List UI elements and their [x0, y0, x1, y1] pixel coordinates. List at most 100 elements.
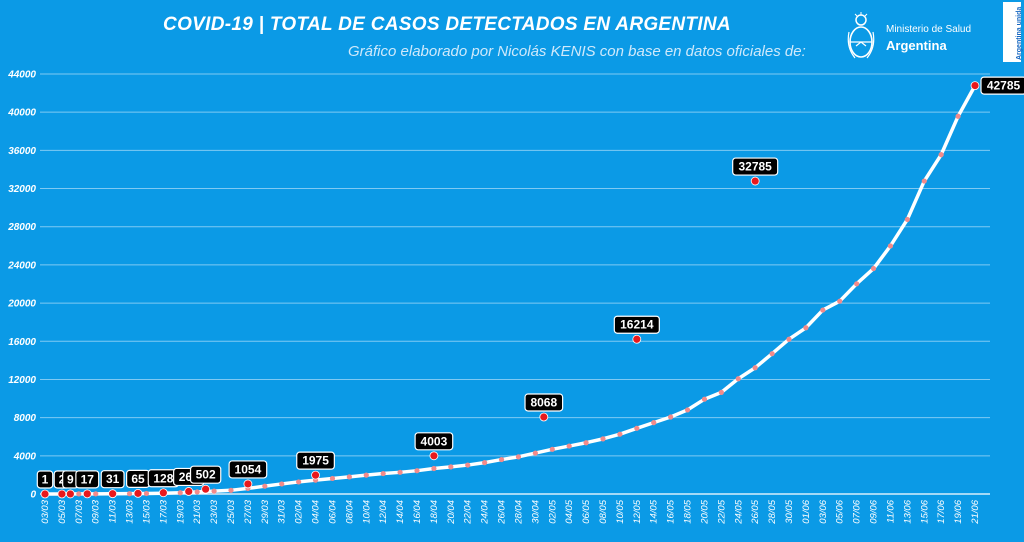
- highlight-marker: [82, 489, 92, 499]
- data-point: [769, 351, 775, 357]
- data-point: [617, 431, 623, 437]
- data-point: [718, 389, 724, 395]
- data-label-box: [980, 76, 1024, 95]
- x-tick-label: 05/06: [835, 499, 846, 523]
- x-tick-label: 24/04: [480, 500, 491, 525]
- data-point: [668, 414, 674, 420]
- highlight-marker: [108, 489, 118, 499]
- x-tick-label: 19/06: [953, 499, 964, 523]
- data-label: 4003: [421, 434, 448, 448]
- x-tick-label: 09/06: [869, 499, 880, 523]
- x-tick-label: 27/03: [243, 499, 254, 524]
- x-tick-label: 30/05: [784, 499, 795, 523]
- series-line: [44, 84, 977, 496]
- data-point: [380, 470, 386, 477]
- data-point: [684, 407, 691, 413]
- data-label: 1: [42, 472, 49, 486]
- x-tick-label: 06/05: [581, 499, 592, 523]
- highlight-marker: [201, 484, 211, 494]
- data-label-box: [296, 451, 335, 470]
- y-tick-label: 44000: [7, 70, 36, 81]
- highlight-marker: [970, 81, 980, 90]
- x-tick-label: 28/04: [513, 500, 524, 525]
- data-label: 502: [196, 468, 216, 482]
- x-tick-label: 17/06: [936, 499, 947, 523]
- data-label: 31: [106, 472, 120, 486]
- x-tick-label: 07/06: [852, 499, 863, 523]
- data-label-box: [75, 470, 100, 489]
- x-tick-label: 14/04: [395, 500, 406, 524]
- data-point: [921, 178, 927, 184]
- data-point: [549, 446, 555, 452]
- coat-of-arms-icon: [847, 12, 875, 59]
- x-tick-label: 11/06: [885, 499, 896, 523]
- x-tick-label: 14/05: [649, 499, 660, 523]
- data-label-box: [189, 465, 222, 484]
- data-point: [532, 450, 538, 456]
- x-tick-label: 07/03: [74, 499, 85, 523]
- x-tick-label: 16/05: [666, 499, 677, 523]
- data-point: [126, 491, 133, 497]
- data-label: 1054: [235, 462, 262, 476]
- ministry-logo: Ministerio de Salud Argentina: [846, 12, 996, 66]
- data-point: [955, 113, 961, 119]
- data-point: [600, 436, 606, 442]
- y-tick-label: 8000: [14, 413, 37, 424]
- data-label: 128: [153, 471, 173, 485]
- data-point: [482, 460, 488, 466]
- data-label-box: [414, 432, 454, 451]
- x-tick-label: 06/04: [327, 500, 338, 524]
- highlight-marker: [133, 488, 143, 498]
- data-point: [786, 336, 792, 342]
- data-label: 8068: [530, 395, 557, 409]
- y-tick-label: 16000: [8, 337, 36, 348]
- x-tick-label: 15/06: [919, 499, 930, 523]
- x-tick-label: 20/05: [699, 499, 710, 524]
- x-tick-label: 19/03: [175, 499, 186, 523]
- y-tick-label: 12000: [8, 375, 36, 386]
- y-tick-label: 28000: [7, 222, 36, 233]
- highlight-marker: [311, 470, 320, 480]
- data-point: [820, 307, 826, 313]
- y-tick-label: 24000: [7, 260, 36, 271]
- x-tick-label: 31/03: [277, 499, 288, 523]
- data-point: [465, 462, 471, 468]
- x-tick-label: 11/03: [108, 499, 119, 523]
- x-tick-label: 21/03: [192, 499, 203, 524]
- data-point: [887, 243, 894, 249]
- x-tick-label: 28/05: [767, 499, 778, 524]
- data-point: [143, 490, 150, 497]
- x-tick-label: 03/03: [40, 499, 51, 523]
- data-point: [363, 472, 369, 478]
- x-tick-label: 08/05: [598, 499, 609, 523]
- data-point: [566, 443, 572, 449]
- x-tick-label: 05/03: [57, 499, 68, 523]
- data-point: [431, 465, 437, 472]
- ministry-name: Ministerio de Salud: [886, 24, 972, 35]
- data-point: [76, 491, 82, 497]
- data-label: 42785: [987, 79, 1021, 93]
- x-tick-label: 21/06: [970, 499, 981, 524]
- x-tick-label: 26/05: [750, 499, 761, 524]
- x-tick-label: 01/06: [801, 499, 812, 523]
- data-label-box: [524, 393, 564, 412]
- data-point: [211, 488, 217, 494]
- data-label: 16214: [620, 318, 654, 332]
- highlight-marker: [750, 176, 760, 186]
- chart-subtitle: Gráfico elaborado por Nicolás KENIS con …: [348, 43, 806, 60]
- data-point: [414, 468, 420, 474]
- x-tick-label: 18/04: [429, 500, 440, 524]
- data-point: [329, 475, 336, 482]
- x-tick-label: 22/05: [716, 499, 727, 524]
- data-point: [177, 490, 183, 496]
- data-point: [752, 365, 758, 371]
- argentina-unida-badge: Argentina unida: [1003, 2, 1023, 62]
- highlight-marker: [40, 489, 50, 499]
- y-tick-label: 40000: [7, 108, 36, 119]
- x-tick-label: 02/04: [294, 500, 305, 524]
- data-point: [870, 265, 877, 272]
- data-point: [938, 152, 944, 158]
- data-point: [583, 440, 589, 446]
- highlight-marker: [65, 489, 75, 499]
